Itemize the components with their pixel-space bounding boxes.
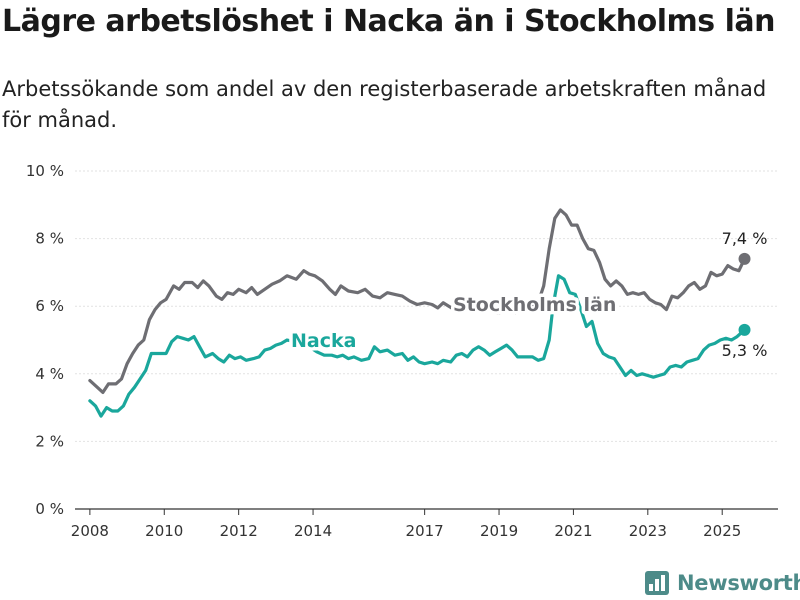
- series-label: Stockholms län: [453, 294, 616, 316]
- brand-logo: Newsworthy: [645, 568, 800, 598]
- x-axis: 2008 2010 2012 2014 2017 2019 2021 2023 2025: [71, 509, 741, 540]
- y-tick-label: 4 %: [35, 365, 64, 383]
- x-tick-label: 2014: [294, 522, 332, 540]
- series-label: Nacka: [291, 330, 356, 352]
- end-value-label: 5,3 %: [722, 341, 768, 360]
- chart-title: Lägre arbetslöshet i Nacka än i Stockhol…: [2, 4, 775, 39]
- bar-chart-icon: [645, 571, 669, 595]
- y-tick-label: 0 %: [35, 500, 64, 518]
- y-axis: 0 % 2 % 4 % 6 % 8 % 10 %: [26, 162, 64, 518]
- x-tick-label: 2023: [629, 522, 667, 540]
- x-tick-label: 2008: [71, 522, 109, 540]
- series-label-halo: Nacka: [291, 330, 356, 352]
- series-line-nacka: [88, 274, 747, 418]
- x-tick-label: 2012: [220, 522, 258, 540]
- end-value-label: 7,4 %: [722, 229, 768, 248]
- end-point: [738, 323, 751, 336]
- x-tick-label: 2017: [406, 522, 444, 540]
- x-tick-label: 2010: [145, 522, 183, 540]
- series-label-halo: Stockholms län: [453, 294, 616, 316]
- y-tick-label: 2 %: [35, 432, 64, 450]
- y-tick-label: 10 %: [26, 162, 64, 180]
- x-tick-label: 2021: [554, 522, 592, 540]
- gridlines: [75, 170, 778, 510]
- chart-subtitle: Arbetssökande som andel av den registerb…: [2, 77, 767, 132]
- x-tick-label: 2019: [480, 522, 518, 540]
- x-tick-label: 2025: [703, 522, 741, 540]
- series-lines: [88, 208, 751, 418]
- y-tick-label: 8 %: [35, 230, 64, 248]
- brand-name: Newsworthy: [677, 571, 800, 595]
- end-point: [738, 252, 751, 265]
- y-tick-label: 6 %: [35, 297, 64, 315]
- series-line-stockholms-län: [88, 208, 747, 394]
